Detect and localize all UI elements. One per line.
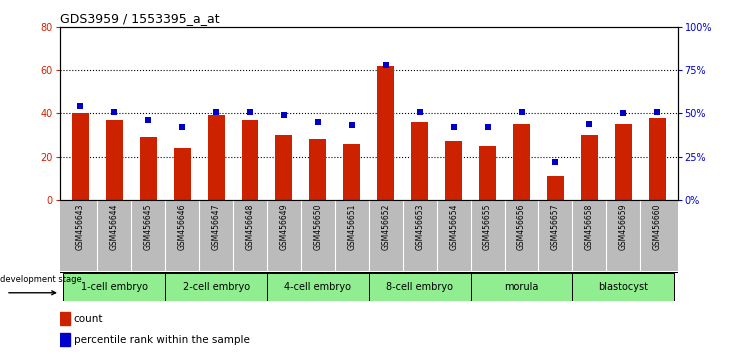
Text: GSM456650: GSM456650 [314,204,322,250]
Bar [106,120,123,200]
Text: GSM456645: GSM456645 [144,204,153,250]
Bar [471,273,572,301]
Text: GSM456646: GSM456646 [178,204,186,250]
Bar [267,273,368,301]
Point [414,109,425,114]
Text: GSM456644: GSM456644 [110,204,118,250]
Point [651,109,663,114]
Bar [174,148,191,200]
Text: GSM456649: GSM456649 [279,204,289,250]
Bar [60,312,70,325]
Bar [445,142,462,200]
Point [583,121,595,126]
Point [278,112,289,118]
Bar [208,115,224,200]
Point [176,124,188,130]
Text: GSM456659: GSM456659 [619,204,628,250]
Text: development stage: development stage [0,275,82,284]
Text: count: count [74,314,103,324]
Bar [72,113,88,200]
Text: GSM456643: GSM456643 [76,204,85,250]
Text: GSM456660: GSM456660 [653,204,662,250]
Text: GDS3959 / 1553395_a_at: GDS3959 / 1553395_a_at [60,12,219,25]
Text: GSM456653: GSM456653 [415,204,424,250]
Point [448,124,460,130]
Point [211,109,222,114]
Bar [309,139,326,200]
Bar [615,124,632,200]
Text: 4-cell embryo: 4-cell embryo [284,282,352,292]
Bar [64,273,165,301]
Point [108,109,120,114]
Bar [479,146,496,200]
Text: GSM456648: GSM456648 [246,204,254,250]
Bar [547,176,564,200]
Point [618,110,629,116]
Bar [140,137,156,200]
Text: GSM456655: GSM456655 [483,204,492,250]
Point [75,103,86,109]
Text: 1-cell embryo: 1-cell embryo [80,282,148,292]
Bar [649,118,666,200]
Text: GSM456652: GSM456652 [382,204,390,250]
Point [515,109,527,114]
Text: GSM456654: GSM456654 [449,204,458,250]
Bar [60,333,70,346]
Point [346,122,357,128]
Bar [368,273,471,301]
Text: GSM456658: GSM456658 [585,204,594,250]
Text: GSM456657: GSM456657 [551,204,560,250]
Text: GSM456656: GSM456656 [517,204,526,250]
Text: 2-cell embryo: 2-cell embryo [183,282,249,292]
Point [244,109,256,114]
Point [550,159,561,165]
Bar [572,273,674,301]
Bar [377,65,394,200]
Bar [513,124,530,200]
Text: 8-cell embryo: 8-cell embryo [386,282,453,292]
Bar [581,135,598,200]
Text: GSM456647: GSM456647 [211,204,221,250]
Bar [276,135,292,200]
Point [380,62,392,68]
Text: GSM456651: GSM456651 [347,204,356,250]
Point [143,118,154,123]
Bar [344,144,360,200]
Point [312,119,324,125]
Text: percentile rank within the sample: percentile rank within the sample [74,335,249,345]
Text: morula: morula [504,282,539,292]
Bar [241,120,259,200]
Bar [165,273,267,301]
Point [482,124,493,130]
Bar [412,122,428,200]
Text: blastocyst: blastocyst [599,282,648,292]
